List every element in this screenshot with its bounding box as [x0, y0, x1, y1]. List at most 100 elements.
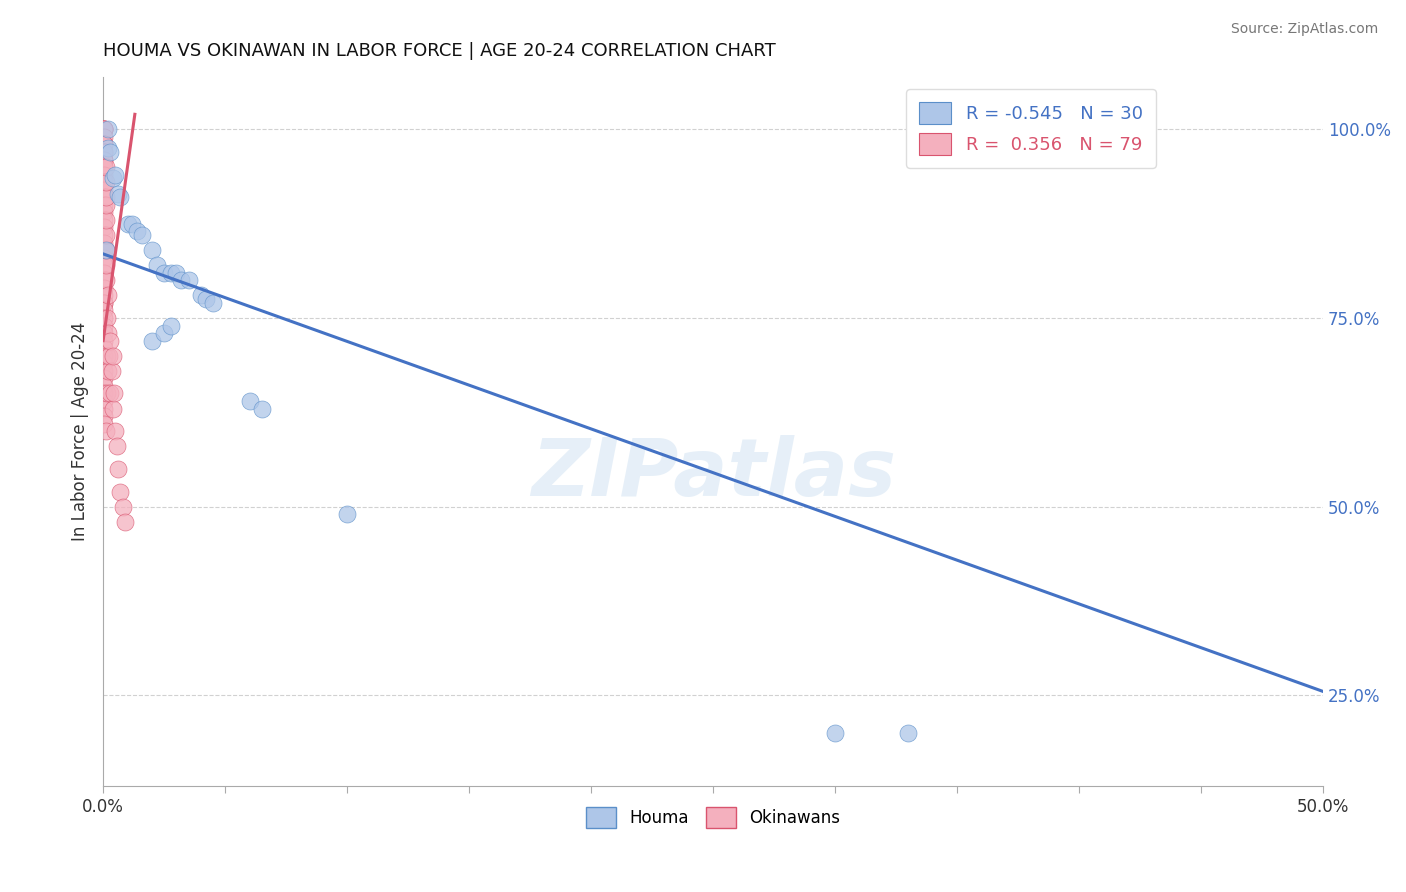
- Point: [93, 296, 115, 310]
- Point: [94, 160, 117, 174]
- Point: [93, 401, 115, 416]
- Point: [131, 227, 153, 242]
- Point: [93, 318, 115, 333]
- Point: [93, 198, 115, 212]
- Point: [93, 220, 115, 235]
- Point: [100, 145, 122, 159]
- Point: [238, 394, 260, 409]
- Point: [93, 137, 115, 152]
- Text: Source: ZipAtlas.com: Source: ZipAtlas.com: [1230, 22, 1378, 37]
- Point: [93, 213, 115, 227]
- Legend: Houma, Okinawans: Houma, Okinawans: [579, 800, 846, 834]
- Point: [93, 258, 115, 272]
- Point: [93, 122, 115, 136]
- Point: [127, 224, 149, 238]
- Point: [93, 417, 115, 431]
- Point: [97, 141, 120, 155]
- Point: [107, 186, 129, 201]
- Point: [121, 217, 143, 231]
- Point: [93, 311, 115, 326]
- Point: [146, 258, 169, 272]
- Point: [94, 424, 117, 438]
- Point: [93, 371, 115, 385]
- Point: [93, 145, 115, 159]
- Point: [250, 401, 273, 416]
- Point: [160, 266, 183, 280]
- Point: [93, 326, 115, 340]
- Point: [93, 175, 115, 189]
- Point: [94, 243, 117, 257]
- Point: [93, 364, 115, 378]
- Point: [93, 386, 115, 401]
- Point: [93, 288, 115, 302]
- Point: [160, 318, 183, 333]
- Point: [93, 356, 115, 370]
- Point: [100, 386, 122, 401]
- Point: [104, 424, 127, 438]
- Point: [104, 168, 127, 182]
- Point: [93, 168, 115, 182]
- Point: [93, 190, 115, 204]
- Point: [153, 266, 176, 280]
- Point: [114, 515, 136, 529]
- Point: [93, 122, 115, 136]
- Point: [93, 122, 115, 136]
- Point: [96, 349, 118, 363]
- Point: [96, 386, 118, 401]
- Point: [100, 364, 122, 378]
- Point: [170, 273, 193, 287]
- Text: HOUMA VS OKINAWAN IN LABOR FORCE | AGE 20-24 CORRELATION CHART: HOUMA VS OKINAWAN IN LABOR FORCE | AGE 2…: [103, 42, 776, 60]
- Point: [101, 171, 124, 186]
- Point: [101, 349, 124, 363]
- Point: [93, 409, 115, 423]
- Point: [93, 122, 115, 136]
- Point: [94, 273, 117, 287]
- Point: [194, 292, 217, 306]
- Point: [177, 273, 200, 287]
- Point: [93, 394, 115, 409]
- Point: [117, 217, 139, 231]
- Point: [94, 258, 117, 272]
- Point: [93, 303, 115, 318]
- Point: [93, 137, 115, 152]
- Point: [93, 243, 115, 257]
- Point: [190, 288, 212, 302]
- Point: [94, 175, 117, 189]
- Point: [93, 205, 115, 219]
- Point: [105, 439, 128, 453]
- Point: [93, 183, 115, 197]
- Point: [107, 462, 129, 476]
- Point: [93, 145, 115, 159]
- Point: [94, 198, 117, 212]
- Point: [93, 160, 115, 174]
- Point: [201, 296, 224, 310]
- Point: [97, 288, 120, 302]
- Point: [165, 266, 187, 280]
- Point: [108, 484, 131, 499]
- Point: [93, 227, 115, 242]
- Point: [98, 349, 121, 363]
- Point: [97, 122, 120, 136]
- Point: [153, 326, 176, 340]
- Point: [97, 326, 120, 340]
- Y-axis label: In Labor Force | Age 20-24: In Labor Force | Age 20-24: [72, 321, 89, 541]
- Point: [94, 243, 117, 257]
- Point: [101, 401, 124, 416]
- Point: [96, 311, 118, 326]
- Point: [94, 227, 117, 242]
- Point: [93, 175, 115, 189]
- Point: [141, 243, 163, 257]
- Point: [94, 213, 117, 227]
- Point: [824, 726, 846, 740]
- Point: [93, 130, 115, 145]
- Point: [93, 349, 115, 363]
- Point: [93, 296, 115, 310]
- Point: [93, 273, 115, 287]
- Point: [93, 122, 115, 136]
- Point: [141, 334, 163, 348]
- Point: [93, 379, 115, 393]
- Point: [93, 160, 115, 174]
- Point: [93, 281, 115, 295]
- Point: [97, 364, 120, 378]
- Point: [93, 334, 115, 348]
